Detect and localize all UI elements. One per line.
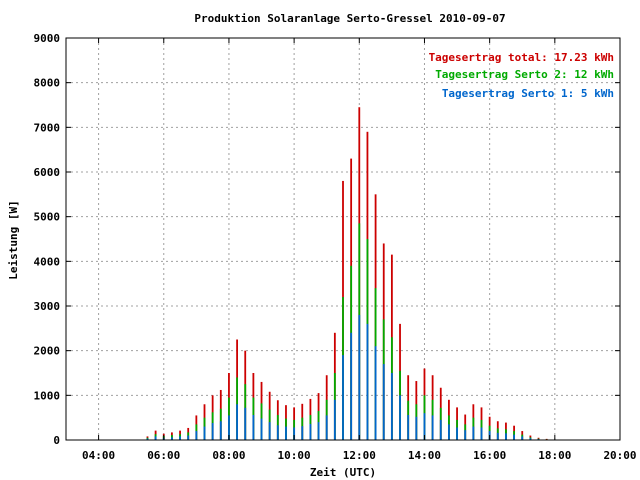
bar-serto-1: [171, 437, 173, 440]
legend-entry-serto-2: Tagesertrag Serto 2: 12 kWh: [435, 68, 614, 81]
x-tick-label: 14:00: [408, 449, 441, 462]
bar-serto-1: [448, 424, 450, 440]
bar-serto-1: [285, 426, 287, 440]
y-tick-label: 3000: [34, 300, 61, 313]
bar-serto-1: [529, 438, 532, 440]
bar-serto-1: [268, 422, 271, 440]
y-tick-label: 8000: [34, 77, 61, 90]
bar-serto-1: [374, 346, 377, 440]
bar-serto-1: [309, 423, 312, 440]
bar-serto-1: [439, 419, 442, 440]
legend: Tagesertrag total: 17.23 kWh Tagesertrag…: [429, 51, 614, 100]
bar-serto-1: [154, 436, 157, 440]
bar-serto-1: [399, 395, 401, 440]
bar-serto-1: [301, 426, 304, 440]
bar-serto-1: [350, 332, 353, 440]
legend-entry-total: Tagesertrag total: 17.23 kWh: [429, 51, 614, 64]
bar-serto-1: [325, 415, 328, 440]
y-tick-label: 6000: [34, 166, 61, 179]
plot-frame: [65, 37, 621, 441]
x-tick-label: 10:00: [278, 449, 311, 462]
x-tick-label: 20:00: [603, 449, 636, 462]
bar-serto-1: [293, 427, 296, 440]
bar-serto-1: [390, 373, 393, 440]
bar-serto-1: [146, 438, 149, 440]
bar-serto-1: [407, 414, 410, 440]
bar-serto-1: [244, 407, 247, 440]
x-tick-label: 12:00: [343, 449, 376, 462]
bar-serto-1: [203, 426, 206, 440]
bar-serto-1: [211, 423, 214, 440]
y-tick-label: 7000: [34, 121, 61, 134]
bar-serto-1: [179, 436, 181, 440]
bar-serto-1: [228, 415, 230, 440]
bars: [146, 107, 548, 441]
bar-serto-1: [252, 414, 255, 440]
bar-serto-1: [382, 364, 385, 440]
bar-serto-1: [276, 425, 279, 440]
y-tick-label: 2000: [34, 345, 61, 358]
x-tick-label: 18:00: [538, 449, 571, 462]
x-tick-label: 16:00: [473, 449, 506, 462]
bar-serto-1: [521, 436, 524, 440]
bar-serto-1: [236, 404, 238, 440]
tick-labels: 0 1000 2000 3000 4000 5000 6000 7000 8000 9000 04:…: [34, 32, 637, 462]
bar-serto-1: [513, 434, 515, 440]
bar-serto-1: [219, 421, 222, 440]
x-tick-label: 06:00: [147, 449, 180, 462]
x-tick-label: 04:00: [82, 449, 115, 462]
x-tick-label: 08:00: [212, 449, 245, 462]
y-tick-label: 5000: [34, 211, 61, 224]
bar-serto-1: [366, 323, 369, 440]
axes: [65, 37, 621, 441]
y-tick-label: 9000: [34, 32, 61, 45]
bar-serto-1: [195, 431, 198, 440]
legend-entry-serto-1: Tagesertrag Serto 1: 5 kWh: [442, 87, 614, 100]
y-axis-label: Leistung [W]: [7, 200, 20, 279]
x-axis-label: Zeit (UTC): [310, 466, 376, 479]
bar-serto-1: [505, 433, 507, 440]
bar-serto-1: [333, 399, 336, 440]
bar-serto-1: [480, 427, 483, 440]
bar-serto-1: [496, 432, 499, 440]
chart-title: Produktion Solaranlage Serto-Gressel 201…: [194, 12, 505, 25]
bar-serto-1: [342, 355, 344, 440]
bar-serto-1: [472, 426, 475, 440]
bar-serto-1: [464, 430, 467, 440]
bar-serto-1: [423, 413, 426, 440]
bar-serto-1: [317, 422, 320, 440]
y-tick-label: 0: [53, 434, 60, 447]
bar-serto-1: [431, 415, 434, 440]
y-tick-label: 1000: [34, 389, 61, 402]
y-tick-label: 4000: [34, 255, 61, 268]
bar-serto-1: [358, 314, 361, 440]
bar-serto-1: [456, 427, 458, 440]
bar-serto-1: [260, 418, 263, 440]
bar-serto-1: [187, 435, 190, 440]
bar-serto-1: [415, 416, 418, 440]
